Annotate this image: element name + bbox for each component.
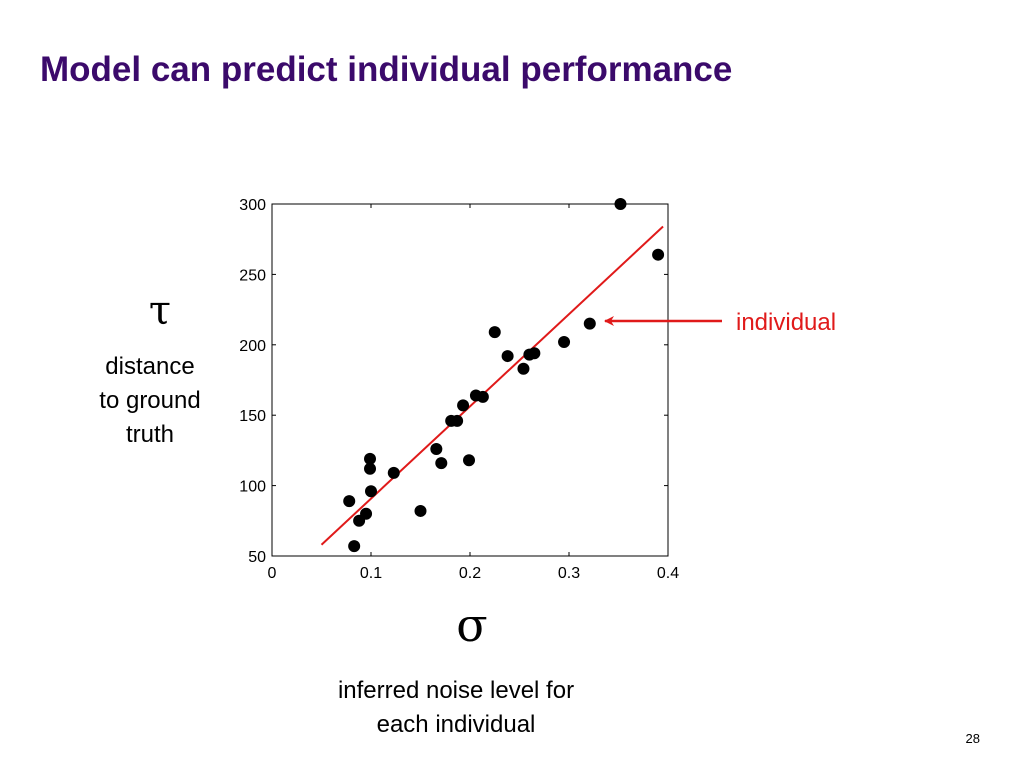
regression-line — [320, 225, 664, 546]
x-axis-description: inferred noise level for each individual — [296, 674, 616, 742]
y-tick-label: 50 — [248, 549, 266, 566]
data-point — [558, 335, 571, 348]
data-point — [360, 507, 373, 520]
y-tick-label: 150 — [239, 408, 266, 425]
data-point — [501, 350, 514, 363]
data-point — [528, 347, 541, 360]
data-point — [430, 442, 443, 455]
data-point — [451, 414, 464, 427]
y-axis-description-line: truth — [125, 421, 175, 448]
data-point — [364, 462, 377, 475]
data-point — [343, 495, 356, 508]
y-tick-label: 100 — [239, 479, 266, 496]
y-axis-description: distance to ground truth — [80, 350, 220, 452]
x-axis-symbol: σ — [456, 598, 488, 652]
data-point — [652, 248, 665, 261]
data-point — [488, 326, 501, 339]
y-tick-label: 200 — [239, 338, 266, 355]
x-tick-label: 0.2 — [459, 565, 481, 582]
data-point — [583, 317, 596, 330]
annotation-label: individual — [736, 309, 837, 336]
fit-line-layer — [320, 225, 664, 546]
data-points — [343, 198, 665, 553]
data-point — [614, 198, 627, 210]
y-axis-symbol: τ — [148, 288, 172, 334]
page-number: 28 — [965, 731, 980, 746]
x-tick-label: 0.3 — [558, 565, 580, 582]
data-point — [457, 399, 470, 412]
x-tick-label: 0 — [268, 565, 277, 582]
data-point — [364, 452, 377, 465]
data-point — [476, 390, 489, 403]
y-axis-description-line: distance — [105, 353, 195, 380]
x-axis-description-line: inferred noise level for — [337, 677, 575, 704]
plot-area-frame — [271, 203, 669, 557]
data-point — [414, 504, 427, 517]
y-tick-label: 250 — [239, 267, 266, 284]
x-tick-label: 0.1 — [360, 565, 382, 582]
slide-title: Model can predict individual performance — [40, 50, 733, 89]
data-point — [365, 485, 377, 498]
axis-ticks: 0 0.1 0.2 0.3 0.4 50 100 150 200 250 300 — [239, 197, 679, 582]
x-tick-label: 0.4 — [657, 565, 679, 582]
data-point — [517, 362, 530, 375]
data-point — [463, 454, 476, 467]
y-axis-description-line: to ground — [99, 387, 201, 414]
x-axis-description-line: each individual — [376, 711, 536, 738]
y-tick-label: 300 — [239, 197, 266, 214]
data-point — [387, 466, 400, 479]
data-point — [435, 457, 448, 470]
data-point — [348, 540, 361, 553]
